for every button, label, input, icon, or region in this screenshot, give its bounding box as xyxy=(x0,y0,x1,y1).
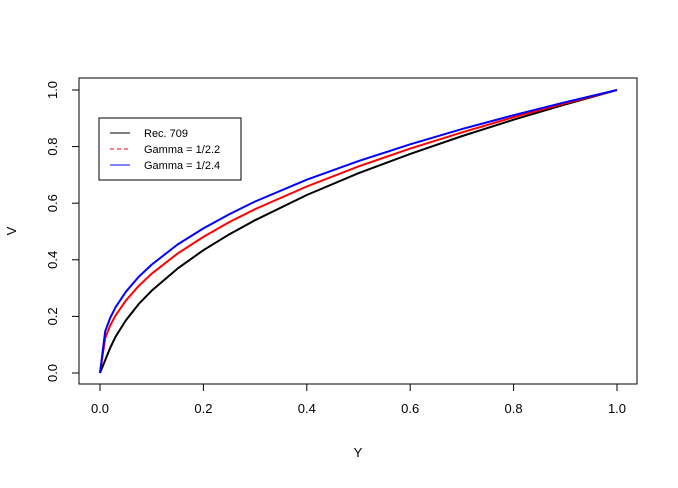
x-axis: 0.0 0.2 0.4 0.6 0.8 1.0 xyxy=(91,383,626,416)
legend-label-gamma24: Gamma = 1/2.4 xyxy=(144,160,220,172)
y-axis-label: V xyxy=(4,226,19,235)
x-tick-label: 0.4 xyxy=(298,401,316,416)
x-tick-label: 0.0 xyxy=(91,401,109,416)
y-tick-label: 0.6 xyxy=(45,194,60,212)
y-tick-label: 0.8 xyxy=(45,138,60,156)
legend: Rec. 709 Gamma = 1/2.2 Gamma = 1/2.4 xyxy=(98,117,242,181)
y-tick-label: 1.0 xyxy=(45,81,60,99)
legend-label-gamma22: Gamma = 1/2.2 xyxy=(144,144,220,156)
y-tick-label: 0.2 xyxy=(45,307,60,325)
series-line-0 xyxy=(99,89,618,374)
x-tick-label: 0.8 xyxy=(505,401,523,416)
x-axis-label: Y xyxy=(354,445,363,460)
x-tick-label: 1.0 xyxy=(608,401,626,416)
x-tick-label: 0.2 xyxy=(194,401,212,416)
y-tick-label: 0.4 xyxy=(45,251,60,269)
legend-label-rec709: Rec. 709 xyxy=(144,128,188,140)
series-line-1 xyxy=(99,89,618,374)
series-line-2 xyxy=(99,89,618,374)
legend-box xyxy=(98,117,242,181)
y-tick-label: 0.0 xyxy=(45,364,60,382)
series-lines xyxy=(99,89,618,374)
y-axis: 0.0 0.2 0.4 0.6 0.8 1.0 xyxy=(45,81,80,382)
x-tick-label: 0.6 xyxy=(401,401,419,416)
